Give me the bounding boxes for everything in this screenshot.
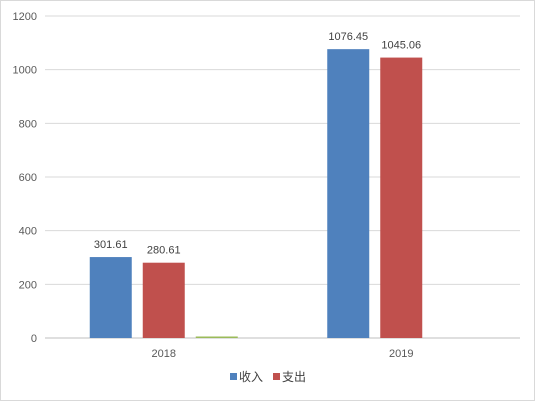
bars [89, 49, 423, 339]
y-tick-label: 200 [19, 279, 37, 291]
bar-支出-2018 [142, 262, 185, 338]
data-labels: 301.61 280.61 1076.45 1045.06 [94, 31, 421, 257]
y-tick-label: 600 [19, 172, 37, 184]
y-tick-label: 400 [19, 226, 37, 238]
legend-label: 收入 [239, 370, 263, 384]
bar-支出-2019 [380, 57, 423, 339]
y-tick-label: 800 [19, 118, 37, 130]
legend-swatch [273, 373, 280, 380]
bar-收入-2018 [89, 257, 132, 338]
y-tick-label: 1200 [13, 11, 37, 23]
data-label: 1045.06 [381, 40, 421, 52]
x-tick-label: 2018 [152, 348, 176, 360]
data-label: 280.61 [147, 245, 181, 257]
legend-swatch [230, 373, 237, 380]
y-tick-label: 0 [31, 333, 37, 345]
bar-series-3-2018 [195, 336, 238, 338]
legend: 收入 支出 [230, 370, 306, 384]
data-label: 301.61 [94, 239, 128, 251]
x-axis: 2018 2019 [152, 348, 414, 360]
y-axis: 0 200 400 600 800 1000 1200 [13, 11, 37, 345]
bar-收入-2019 [327, 49, 370, 338]
y-tick-label: 1000 [13, 65, 37, 77]
x-tick-label: 2019 [389, 348, 413, 360]
data-label: 1076.45 [328, 31, 368, 43]
legend-label: 支出 [282, 370, 306, 384]
